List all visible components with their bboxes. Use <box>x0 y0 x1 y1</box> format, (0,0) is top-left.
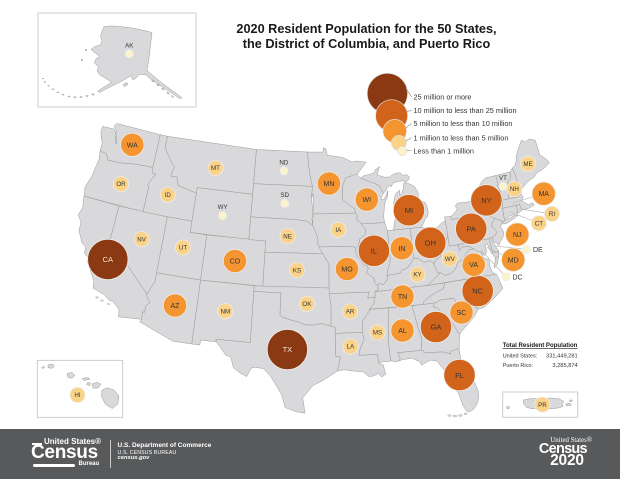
svg-text:TN: TN <box>398 294 407 301</box>
svg-text:AK: AK <box>125 42 134 49</box>
svg-text:331,449,281: 331,449,281 <box>546 353 578 359</box>
svg-text:DE: DE <box>533 247 543 254</box>
svg-text:RI: RI <box>549 211 555 218</box>
svg-text:NV: NV <box>137 236 146 243</box>
svg-text:AR: AR <box>346 309 355 316</box>
svg-text:KS: KS <box>293 267 301 274</box>
svg-text:25 million or more: 25 million or more <box>414 93 472 102</box>
svg-text:AL: AL <box>398 328 407 335</box>
svg-text:NJ: NJ <box>513 232 522 239</box>
svg-text:MT: MT <box>211 165 220 172</box>
svg-text:United States:: United States: <box>503 353 538 359</box>
svg-text:OH: OH <box>425 239 436 248</box>
svg-text:IA: IA <box>335 227 342 234</box>
svg-text:NC: NC <box>472 287 483 296</box>
svg-text:MS: MS <box>373 330 382 337</box>
svg-text:ID: ID <box>165 192 172 199</box>
svg-text:10 million to less than 25 mil: 10 million to less than 25 million <box>414 106 517 115</box>
svg-text:ME: ME <box>523 161 532 168</box>
svg-text:HI: HI <box>74 392 80 399</box>
svg-text:FL: FL <box>455 371 464 380</box>
svg-text:CT: CT <box>535 221 543 228</box>
svg-text:AZ: AZ <box>171 303 181 310</box>
svg-text:PR: PR <box>538 402 547 409</box>
svg-text:1 million to less than 5 milli: 1 million to less than 5 million <box>414 133 509 142</box>
svg-text:MO: MO <box>341 267 353 274</box>
svg-text:GA: GA <box>431 323 442 332</box>
svg-text:Less than 1 million: Less than 1 million <box>414 146 474 155</box>
svg-text:LA: LA <box>347 344 355 351</box>
svg-text:WI: WI <box>363 197 372 204</box>
svg-text:OK: OK <box>302 301 312 308</box>
svg-text:SC: SC <box>457 310 467 317</box>
svg-text:MI: MI <box>405 206 413 215</box>
svg-text:WV: WV <box>445 256 456 263</box>
svg-text:VA: VA <box>469 262 478 269</box>
svg-text:MN: MN <box>324 181 335 188</box>
svg-text:OR: OR <box>116 181 126 188</box>
svg-text:NE: NE <box>283 233 292 240</box>
svg-text:NH: NH <box>510 186 519 193</box>
svg-text:KY: KY <box>413 272 421 279</box>
svg-text:WY: WY <box>218 204 228 211</box>
svg-text:SD: SD <box>280 192 289 199</box>
svg-text:ND: ND <box>279 159 288 166</box>
svg-text:NY: NY <box>481 196 491 205</box>
svg-text:MA: MA <box>538 191 549 198</box>
svg-text:IN: IN <box>398 246 405 253</box>
svg-text:MD: MD <box>508 257 519 264</box>
svg-text:IL: IL <box>371 247 377 256</box>
svg-text:DC: DC <box>513 274 523 281</box>
svg-text:CA: CA <box>103 255 113 264</box>
svg-text:PA: PA <box>466 225 475 234</box>
svg-text:3,285,874: 3,285,874 <box>552 363 577 369</box>
svg-text:WA: WA <box>127 142 138 149</box>
svg-text:UT: UT <box>179 245 187 252</box>
svg-text:NM: NM <box>220 308 230 315</box>
svg-text:CO: CO <box>230 259 241 266</box>
svg-text:5 million to less than 10 mill: 5 million to less than 10 million <box>414 119 513 128</box>
svg-text:TX: TX <box>283 345 293 354</box>
svg-text:Puerto Rico:: Puerto Rico: <box>503 363 534 369</box>
svg-text:VT: VT <box>499 175 507 182</box>
svg-text:Total Resident Population: Total Resident Population <box>503 342 578 349</box>
